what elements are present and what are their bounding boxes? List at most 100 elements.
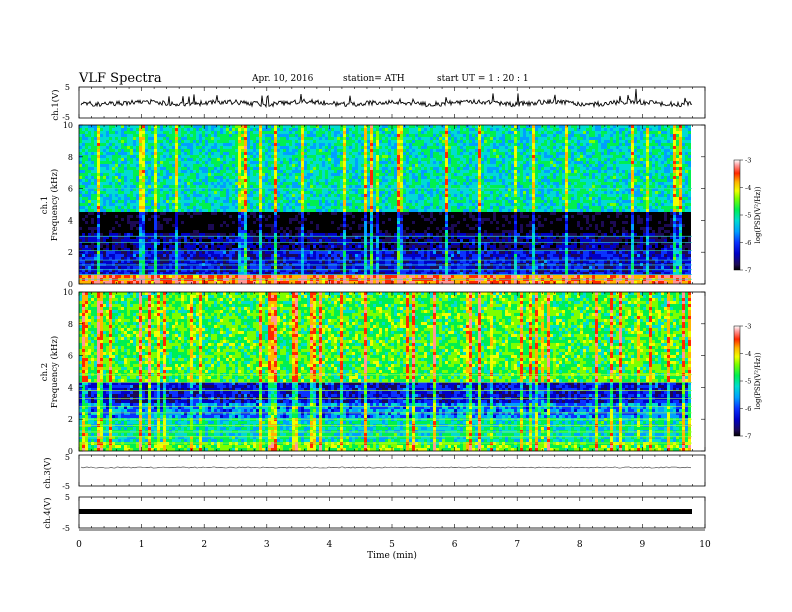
spectrogram-cell (676, 131, 679, 134)
spectrogram-cell (241, 152, 244, 155)
spectrogram-cell (628, 137, 631, 140)
spectrogram-cell (109, 194, 112, 197)
spectrogram-cell (340, 179, 343, 182)
spectrogram-cell (586, 131, 589, 134)
spectrogram-cell (637, 146, 640, 149)
spectrogram-cell (460, 158, 463, 161)
spectrogram-cell (160, 182, 163, 185)
spectrogram-cell (118, 125, 121, 128)
spectrogram-cell (205, 131, 208, 134)
spectrogram-cell (121, 191, 124, 194)
spectrogram-cell (331, 161, 334, 164)
spectrogram-cell (274, 137, 277, 140)
spectrogram-cell (607, 149, 610, 152)
spectrogram-cell (82, 173, 85, 176)
spectrogram-cell (490, 146, 493, 149)
spectrogram-cell (103, 173, 106, 176)
spectrogram-cell (553, 185, 556, 188)
spectrogram-cell (250, 167, 253, 170)
spectrogram-cell (595, 149, 598, 152)
spectrogram-cell (88, 158, 91, 161)
spectrogram-cell (442, 152, 445, 155)
spectrogram-cell (418, 128, 421, 131)
spectrogram-cell (547, 176, 550, 179)
spectrogram-cell (337, 161, 340, 164)
spectrogram-cell (496, 134, 499, 137)
spectrogram-cell (289, 176, 292, 179)
spectrogram-cell (277, 182, 280, 185)
spectrogram-cell (631, 182, 634, 185)
spectrogram-cell (613, 194, 616, 197)
spectrogram-cell (676, 191, 679, 194)
spectrogram-cell (466, 155, 469, 158)
spectrogram-cell (514, 149, 517, 152)
spectrogram-cell (685, 179, 688, 182)
spectrogram-cell (490, 125, 493, 128)
spectrogram-cell (301, 176, 304, 179)
spectrogram-cell (223, 179, 226, 182)
spectrogram-cell (394, 185, 397, 188)
spectrogram-cell (499, 179, 502, 182)
spectrogram-cell (319, 140, 322, 143)
spectrogram-cell (589, 194, 592, 197)
spectrogram-cell (97, 158, 100, 161)
spectrogram-cell (247, 176, 250, 179)
spectrogram-cell (544, 161, 547, 164)
spectrogram-cell (457, 155, 460, 158)
spectrogram-cell (298, 185, 301, 188)
spectrogram-cell (127, 146, 130, 149)
spectrogram-cell (259, 125, 262, 128)
spectrogram-cell (595, 131, 598, 134)
spectrogram-cell (508, 128, 511, 131)
spectrogram-cell (187, 173, 190, 176)
spectrogram-cell (202, 128, 205, 131)
spectrogram-cell (469, 155, 472, 158)
spectrogram-cell (421, 131, 424, 134)
spectrogram-cell (388, 191, 391, 194)
spectrogram-cell (544, 185, 547, 188)
spectrogram-cell (139, 182, 142, 185)
spectrogram-cell (187, 194, 190, 197)
spectrogram-cell (661, 161, 664, 164)
spectrogram-cell (676, 170, 679, 173)
spectrogram-cell (688, 164, 691, 167)
spectrogram-cell (493, 173, 496, 176)
spectrogram-cell (85, 137, 88, 140)
spectrogram-cell (508, 185, 511, 188)
spectrogram-cell (400, 125, 403, 128)
spectrogram-cell (421, 140, 424, 143)
spectrogram-cell (679, 137, 682, 140)
spectrogram-cell (367, 140, 370, 143)
spectrogram-cell (430, 173, 433, 176)
spectrogram-cell (466, 164, 469, 167)
spectrogram-cell (493, 191, 496, 194)
spectrogram-cell (454, 173, 457, 176)
spectrogram-cell (385, 125, 388, 128)
spectrogram-cell (634, 140, 637, 143)
spectrogram-cell (130, 125, 133, 128)
spectrogram-cell (388, 146, 391, 149)
spectrogram-cell (391, 128, 394, 131)
spectrogram-cell (646, 185, 649, 188)
spectrogram-cell (595, 176, 598, 179)
spectrogram-cell (208, 179, 211, 182)
spectrogram-cell (298, 173, 301, 176)
spectrogram-cell (193, 125, 196, 128)
spectrogram-cell (283, 164, 286, 167)
spectrogram-cell (244, 164, 247, 167)
spectrogram-cell (106, 194, 109, 197)
spectrogram-cell (142, 170, 145, 173)
spectrogram-cell (355, 131, 358, 134)
spectrogram-cell (331, 146, 334, 149)
spectrogram-cell (403, 134, 406, 137)
spectrogram-cell (661, 191, 664, 194)
spectrogram-cell (454, 161, 457, 164)
spectrogram-cell (637, 194, 640, 197)
spectrogram-cell (145, 149, 148, 152)
spectrogram-cell (199, 194, 202, 197)
spectrogram-cell (235, 179, 238, 182)
spectrogram-cell (199, 191, 202, 194)
spectrogram-cell (172, 158, 175, 161)
spectrogram-cell (598, 128, 601, 131)
spectrogram-cell (163, 161, 166, 164)
